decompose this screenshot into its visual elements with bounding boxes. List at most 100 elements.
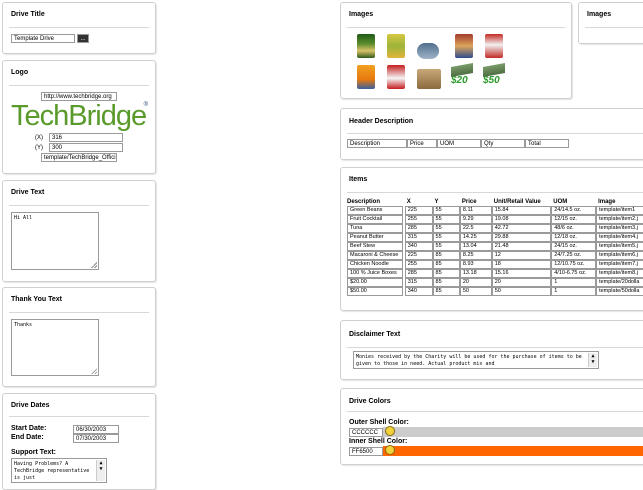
outer-shell-color-input[interactable]: CCCCCC [349, 428, 383, 437]
item-field-input[interactable]: 8.11 [459, 206, 492, 215]
item-field-input[interactable]: 24/14.5 oz. [551, 206, 597, 215]
item-field-input[interactable]: 315 [404, 278, 433, 287]
peanut-butter-image[interactable] [455, 34, 473, 58]
scroll-up-icon[interactable]: ▲ [591, 353, 595, 359]
item-field-input[interactable]: 285 [404, 224, 433, 233]
header-col-description[interactable]: Description [347, 139, 407, 148]
resize-grip-icon[interactable] [91, 368, 97, 374]
item-field-input[interactable]: 9.29 [459, 215, 492, 224]
item-field-input[interactable]: Macaroni & Cheese [347, 251, 403, 260]
scrollbar[interactable]: ▲ ▼ [96, 460, 105, 481]
item-field-input[interactable]: 8.25 [459, 251, 492, 260]
item-field-input[interactable]: 55 [432, 233, 460, 242]
item-field-input[interactable]: template/20dolla [596, 278, 643, 287]
drive-title-browse-button[interactable]: ... [77, 34, 89, 43]
start-date-input[interactable]: 06/30/2003 [73, 425, 119, 434]
item-field-input[interactable]: 4/10-6.75 oz. [551, 269, 597, 278]
item-field-input[interactable]: 50 [491, 287, 552, 296]
item-field-input[interactable]: 340 [404, 242, 433, 251]
thank-you-textarea[interactable]: Thanks [11, 319, 99, 376]
item-field-input[interactable]: 42.72 [491, 224, 552, 233]
item-field-input[interactable]: 225 [404, 251, 433, 260]
item-field-input[interactable]: 55 [432, 224, 460, 233]
item-field-input[interactable]: 100 % Juice Boxes [347, 269, 403, 278]
item-field-input[interactable]: 50 [459, 287, 492, 296]
item-field-input[interactable]: $50.00 [347, 287, 403, 296]
item-field-input[interactable]: Fruit Cocktail [347, 215, 403, 224]
item-field-input[interactable]: 15.84 [491, 206, 552, 215]
green-beans-image[interactable] [357, 34, 375, 58]
beef-stew-image[interactable] [485, 34, 503, 58]
item-field-input[interactable]: 13.18 [459, 269, 492, 278]
disclaimer-textarea[interactable]: Monies received by the Charity will be u… [353, 351, 599, 369]
item-field-input[interactable]: 24/15 oz. [551, 242, 597, 251]
item-field-input[interactable]: 55 [432, 206, 460, 215]
item-field-input[interactable]: template/50dolla [596, 287, 643, 296]
juice-boxes-image[interactable] [417, 69, 441, 89]
macaroni-cheese-image[interactable] [357, 65, 375, 89]
item-field-input[interactable]: Peanut Butter [347, 233, 403, 242]
chicken-noodle-image[interactable] [387, 65, 405, 89]
item-field-input[interactable]: 15.16 [491, 269, 552, 278]
item-field-input[interactable]: 12 [491, 251, 552, 260]
item-field-input[interactable]: template/item8.j [596, 269, 643, 278]
item-field-input[interactable]: 255 [404, 260, 433, 269]
item-field-input[interactable]: 85 [432, 278, 460, 287]
scroll-down-icon[interactable]: ▼ [99, 466, 103, 472]
scrollbar[interactable]: ▲ ▼ [588, 353, 597, 367]
item-field-input[interactable]: 55 [432, 242, 460, 251]
scroll-down-icon[interactable]: ▼ [591, 359, 595, 365]
header-col-price[interactable]: Price [407, 139, 437, 148]
item-field-input[interactable]: 24/7.25 oz. [551, 251, 597, 260]
logo-y-input[interactable]: 300 [49, 143, 123, 152]
item-field-input[interactable]: 1 [551, 287, 597, 296]
item-field-input[interactable]: 18 [491, 260, 552, 269]
logo-url-input[interactable]: http://www.techbridge.org [41, 92, 117, 101]
item-field-input[interactable]: 12/18 oz. [551, 233, 597, 242]
item-field-input[interactable]: Beef Stew [347, 242, 403, 251]
item-field-input[interactable]: template/item1 [596, 206, 643, 215]
item-field-input[interactable]: template/item2.j [596, 215, 643, 224]
item-field-input[interactable]: template/item6.j [596, 251, 643, 260]
end-date-input[interactable]: 07/30/2003 [73, 434, 119, 443]
color-picker-icon[interactable] [385, 426, 395, 436]
item-field-input[interactable]: 85 [432, 287, 460, 296]
item-field-input[interactable]: 285 [404, 269, 433, 278]
item-field-input[interactable]: 85 [432, 269, 460, 278]
scroll-up-icon[interactable]: ▲ [99, 460, 103, 466]
tuna-image[interactable] [417, 43, 439, 59]
drive-text-textarea[interactable]: Hi All [11, 212, 99, 270]
item-field-input[interactable]: 29.88 [491, 233, 552, 242]
item-field-input[interactable]: template/item3.j [596, 224, 643, 233]
color-picker-icon[interactable] [385, 445, 395, 455]
item-field-input[interactable]: 14.25 [459, 233, 492, 242]
item-field-input[interactable]: 13.04 [459, 242, 492, 251]
item-field-input[interactable]: $20.00 [347, 278, 403, 287]
item-field-input[interactable]: template/item7.j [596, 260, 643, 269]
inner-shell-color-input[interactable]: FF6500 [349, 447, 383, 456]
support-textarea[interactable]: Having Problems? A TechBridge representa… [11, 458, 107, 483]
item-field-input[interactable]: 340 [404, 287, 433, 296]
item-field-input[interactable]: Green Beans [347, 206, 403, 215]
item-field-input[interactable]: 1 [551, 278, 597, 287]
item-field-input[interactable]: 21.48 [491, 242, 552, 251]
fifty-dollar-image[interactable]: $50 [483, 63, 509, 91]
header-col-uom[interactable]: UOM [437, 139, 481, 148]
item-field-input[interactable]: 225 [404, 206, 433, 215]
fruit-cocktail-image[interactable] [387, 34, 405, 58]
item-field-input[interactable]: 255 [404, 215, 433, 224]
header-col-qty[interactable]: Qty [481, 139, 525, 148]
logo-x-input[interactable]: 316 [49, 133, 123, 142]
item-field-input[interactable]: 55 [432, 215, 460, 224]
item-field-input[interactable]: 12/15 oz. [551, 215, 597, 224]
item-field-input[interactable]: 48/6 oz. [551, 224, 597, 233]
item-field-input[interactable]: 85 [432, 260, 460, 269]
item-field-input[interactable]: 12/10.75 oz. [551, 260, 597, 269]
item-field-input[interactable]: 22.5 [459, 224, 492, 233]
item-field-input[interactable]: 19.08 [491, 215, 552, 224]
logo-file-input[interactable]: template/TechBridge_Offici [41, 153, 117, 162]
item-field-input[interactable]: template/item5.j [596, 242, 643, 251]
item-field-input[interactable]: 20 [459, 278, 492, 287]
twenty-dollar-image[interactable]: $20 [451, 63, 477, 91]
drive-title-input[interactable]: Template Drive [11, 34, 75, 43]
